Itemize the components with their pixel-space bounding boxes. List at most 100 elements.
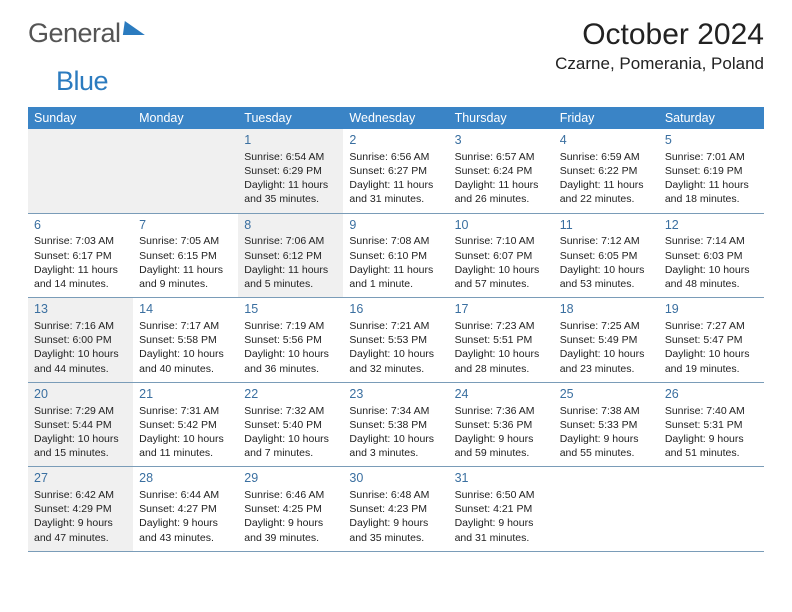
day-info: Sunrise: 6:42 AMSunset: 4:29 PMDaylight:… bbox=[34, 488, 127, 545]
day-number: 17 bbox=[455, 301, 548, 318]
sunset-text: Sunset: 6:15 PM bbox=[139, 249, 232, 263]
day-info: Sunrise: 7:40 AMSunset: 5:31 PMDaylight:… bbox=[665, 404, 758, 461]
day-number: 22 bbox=[244, 386, 337, 403]
sunrise-text: Sunrise: 7:40 AM bbox=[665, 404, 758, 418]
month-title: October 2024 bbox=[555, 18, 764, 52]
day-number: 30 bbox=[349, 470, 442, 487]
sunset-text: Sunset: 4:23 PM bbox=[349, 502, 442, 516]
day-cell: 23Sunrise: 7:34 AMSunset: 5:38 PMDayligh… bbox=[343, 383, 448, 467]
daylight-text: Daylight: 10 hours and 36 minutes. bbox=[244, 347, 337, 375]
sunset-text: Sunset: 5:31 PM bbox=[665, 418, 758, 432]
day-info: Sunrise: 7:25 AMSunset: 5:49 PMDaylight:… bbox=[560, 319, 653, 376]
sunrise-text: Sunrise: 7:29 AM bbox=[34, 404, 127, 418]
day-cell: 29Sunrise: 6:46 AMSunset: 4:25 PMDayligh… bbox=[238, 467, 343, 551]
sunset-text: Sunset: 6:05 PM bbox=[560, 249, 653, 263]
sunset-text: Sunset: 6:19 PM bbox=[665, 164, 758, 178]
logo-text-2: Blue bbox=[56, 66, 108, 97]
sunset-text: Sunset: 6:10 PM bbox=[349, 249, 442, 263]
day-cell: 20Sunrise: 7:29 AMSunset: 5:44 PMDayligh… bbox=[28, 383, 133, 467]
sunset-text: Sunset: 5:47 PM bbox=[665, 333, 758, 347]
sunrise-text: Sunrise: 7:05 AM bbox=[139, 234, 232, 248]
daylight-text: Daylight: 9 hours and 51 minutes. bbox=[665, 432, 758, 460]
daylight-text: Daylight: 11 hours and 18 minutes. bbox=[665, 178, 758, 206]
sunrise-text: Sunrise: 6:42 AM bbox=[34, 488, 127, 502]
day-cell: 15Sunrise: 7:19 AMSunset: 5:56 PMDayligh… bbox=[238, 298, 343, 382]
day-number: 2 bbox=[349, 132, 442, 149]
day-number: 16 bbox=[349, 301, 442, 318]
day-number: 4 bbox=[560, 132, 653, 149]
day-cell: 21Sunrise: 7:31 AMSunset: 5:42 PMDayligh… bbox=[133, 383, 238, 467]
daylight-text: Daylight: 11 hours and 22 minutes. bbox=[560, 178, 653, 206]
sunrise-text: Sunrise: 7:34 AM bbox=[349, 404, 442, 418]
day-info: Sunrise: 7:31 AMSunset: 5:42 PMDaylight:… bbox=[139, 404, 232, 461]
week-row: 13Sunrise: 7:16 AMSunset: 6:00 PMDayligh… bbox=[28, 298, 764, 383]
sunrise-text: Sunrise: 7:21 AM bbox=[349, 319, 442, 333]
sunset-text: Sunset: 5:58 PM bbox=[139, 333, 232, 347]
daylight-text: Daylight: 9 hours and 43 minutes. bbox=[139, 516, 232, 544]
daylight-text: Daylight: 11 hours and 9 minutes. bbox=[139, 263, 232, 291]
daylight-text: Daylight: 11 hours and 14 minutes. bbox=[34, 263, 127, 291]
sunrise-text: Sunrise: 6:48 AM bbox=[349, 488, 442, 502]
day-number: 21 bbox=[139, 386, 232, 403]
day-info: Sunrise: 7:01 AMSunset: 6:19 PMDaylight:… bbox=[665, 150, 758, 207]
day-number: 6 bbox=[34, 217, 127, 234]
day-cell: 28Sunrise: 6:44 AMSunset: 4:27 PMDayligh… bbox=[133, 467, 238, 551]
logo-triangle-icon bbox=[122, 21, 146, 35]
day-info: Sunrise: 7:06 AMSunset: 6:12 PMDaylight:… bbox=[244, 234, 337, 291]
day-cell: 10Sunrise: 7:10 AMSunset: 6:07 PMDayligh… bbox=[449, 214, 554, 298]
day-number: 15 bbox=[244, 301, 337, 318]
sunrise-text: Sunrise: 7:16 AM bbox=[34, 319, 127, 333]
day-cell: 14Sunrise: 7:17 AMSunset: 5:58 PMDayligh… bbox=[133, 298, 238, 382]
daylight-text: Daylight: 10 hours and 32 minutes. bbox=[349, 347, 442, 375]
day-cell: 3Sunrise: 6:57 AMSunset: 6:24 PMDaylight… bbox=[449, 129, 554, 213]
day-info: Sunrise: 6:46 AMSunset: 4:25 PMDaylight:… bbox=[244, 488, 337, 545]
day-number: 26 bbox=[665, 386, 758, 403]
sunset-text: Sunset: 6:22 PM bbox=[560, 164, 653, 178]
sunrise-text: Sunrise: 7:17 AM bbox=[139, 319, 232, 333]
sunrise-text: Sunrise: 7:03 AM bbox=[34, 234, 127, 248]
daylight-text: Daylight: 10 hours and 7 minutes. bbox=[244, 432, 337, 460]
calendar: Sunday Monday Tuesday Wednesday Thursday… bbox=[28, 107, 764, 552]
day-number: 28 bbox=[139, 470, 232, 487]
sunset-text: Sunset: 4:29 PM bbox=[34, 502, 127, 516]
day-cell: 5Sunrise: 7:01 AMSunset: 6:19 PMDaylight… bbox=[659, 129, 764, 213]
day-info: Sunrise: 7:34 AMSunset: 5:38 PMDaylight:… bbox=[349, 404, 442, 461]
daylight-text: Daylight: 9 hours and 35 minutes. bbox=[349, 516, 442, 544]
sunrise-text: Sunrise: 7:38 AM bbox=[560, 404, 653, 418]
sunrise-text: Sunrise: 6:44 AM bbox=[139, 488, 232, 502]
sunset-text: Sunset: 5:53 PM bbox=[349, 333, 442, 347]
day-info: Sunrise: 7:12 AMSunset: 6:05 PMDaylight:… bbox=[560, 234, 653, 291]
day-header-sun: Sunday bbox=[28, 107, 133, 129]
daylight-text: Daylight: 11 hours and 1 minute. bbox=[349, 263, 442, 291]
sunrise-text: Sunrise: 7:32 AM bbox=[244, 404, 337, 418]
sunrise-text: Sunrise: 6:56 AM bbox=[349, 150, 442, 164]
sunset-text: Sunset: 5:42 PM bbox=[139, 418, 232, 432]
daylight-text: Daylight: 10 hours and 48 minutes. bbox=[665, 263, 758, 291]
day-info: Sunrise: 7:08 AMSunset: 6:10 PMDaylight:… bbox=[349, 234, 442, 291]
week-row: 1Sunrise: 6:54 AMSunset: 6:29 PMDaylight… bbox=[28, 129, 764, 214]
day-info: Sunrise: 6:54 AMSunset: 6:29 PMDaylight:… bbox=[244, 150, 337, 207]
day-cell: 25Sunrise: 7:38 AMSunset: 5:33 PMDayligh… bbox=[554, 383, 659, 467]
day-cell: 12Sunrise: 7:14 AMSunset: 6:03 PMDayligh… bbox=[659, 214, 764, 298]
day-number: 23 bbox=[349, 386, 442, 403]
day-cell: 19Sunrise: 7:27 AMSunset: 5:47 PMDayligh… bbox=[659, 298, 764, 382]
sunset-text: Sunset: 5:36 PM bbox=[455, 418, 548, 432]
daylight-text: Daylight: 10 hours and 57 minutes. bbox=[455, 263, 548, 291]
day-cell: 9Sunrise: 7:08 AMSunset: 6:10 PMDaylight… bbox=[343, 214, 448, 298]
daylight-text: Daylight: 10 hours and 23 minutes. bbox=[560, 347, 653, 375]
day-cell: 13Sunrise: 7:16 AMSunset: 6:00 PMDayligh… bbox=[28, 298, 133, 382]
day-number: 11 bbox=[560, 217, 653, 234]
day-info: Sunrise: 7:23 AMSunset: 5:51 PMDaylight:… bbox=[455, 319, 548, 376]
day-number: 5 bbox=[665, 132, 758, 149]
sunrise-text: Sunrise: 7:12 AM bbox=[560, 234, 653, 248]
daylight-text: Daylight: 11 hours and 5 minutes. bbox=[244, 263, 337, 291]
sunrise-text: Sunrise: 7:27 AM bbox=[665, 319, 758, 333]
day-cell: 17Sunrise: 7:23 AMSunset: 5:51 PMDayligh… bbox=[449, 298, 554, 382]
logo: General bbox=[28, 18, 145, 49]
day-cell: 31Sunrise: 6:50 AMSunset: 4:21 PMDayligh… bbox=[449, 467, 554, 551]
day-info: Sunrise: 6:59 AMSunset: 6:22 PMDaylight:… bbox=[560, 150, 653, 207]
day-number: 20 bbox=[34, 386, 127, 403]
day-info: Sunrise: 7:32 AMSunset: 5:40 PMDaylight:… bbox=[244, 404, 337, 461]
day-cell: 16Sunrise: 7:21 AMSunset: 5:53 PMDayligh… bbox=[343, 298, 448, 382]
day-cell: 8Sunrise: 7:06 AMSunset: 6:12 PMDaylight… bbox=[238, 214, 343, 298]
